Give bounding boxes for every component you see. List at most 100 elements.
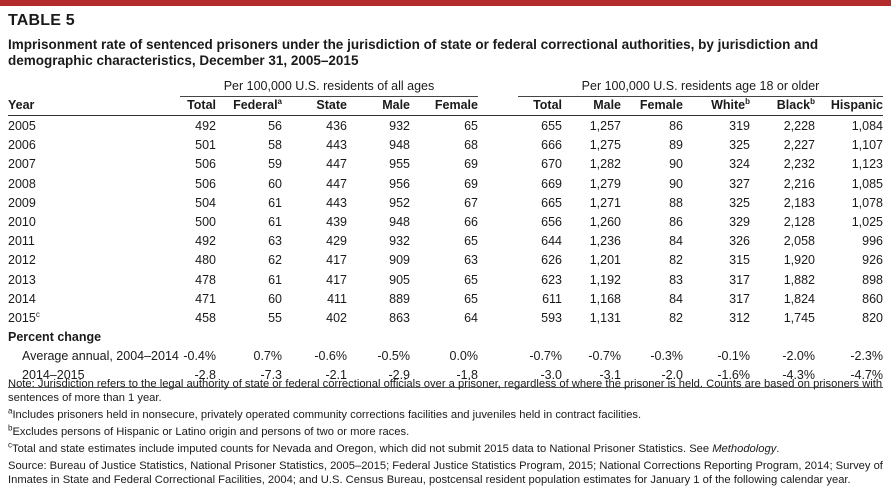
cell-hispanic: 1,025 bbox=[851, 214, 883, 229]
cell-adult-total: 670 bbox=[541, 157, 562, 172]
group-header-adult: Per 100,000 U.S. residents age 18 or old… bbox=[518, 78, 883, 97]
cell-adult-male: 1,257 bbox=[589, 119, 621, 133]
cell-state: -0.6% bbox=[314, 349, 347, 364]
cell-female: 65 bbox=[464, 234, 478, 249]
cell-black: -4.3% bbox=[782, 368, 815, 383]
cell-federal: 55 bbox=[268, 310, 282, 325]
cell-white: 324 bbox=[729, 157, 750, 172]
cell-federal: 60 bbox=[268, 176, 282, 191]
cell-female: 66 bbox=[464, 214, 478, 229]
cell-total: 471 bbox=[195, 291, 216, 306]
cell-state: 439 bbox=[326, 214, 347, 229]
col-adult-female: Female bbox=[639, 98, 683, 112]
cell-state: 417 bbox=[326, 253, 347, 268]
note-jurisdiction: Note: Jurisdiction refers to the legal a… bbox=[8, 378, 883, 404]
cell-federal: 60 bbox=[268, 291, 282, 306]
cell-male: 956 bbox=[389, 176, 410, 191]
cell-year: 2005 bbox=[8, 119, 36, 133]
col-year: Year bbox=[8, 98, 35, 112]
cell-state: 443 bbox=[326, 195, 347, 210]
cell-total: 506 bbox=[195, 176, 216, 191]
cell-state: 411 bbox=[327, 291, 347, 306]
cell-white: 325 bbox=[729, 195, 750, 210]
cell-black: 2,228 bbox=[783, 119, 815, 133]
cell-female: 64 bbox=[464, 310, 478, 325]
cell-year: 2014 bbox=[8, 291, 36, 306]
cell-total: -0.4% bbox=[183, 349, 216, 364]
cell-adult-female: 83 bbox=[669, 272, 683, 287]
cell-hispanic: 926 bbox=[862, 253, 883, 268]
cell-black: 2,183 bbox=[783, 195, 815, 210]
cell-white: 327 bbox=[729, 176, 750, 191]
cell-female: -1.8 bbox=[456, 368, 478, 383]
cell-white: 317 bbox=[729, 291, 750, 306]
cell-state: 447 bbox=[326, 176, 347, 191]
cell-adult-male: 1,192 bbox=[589, 272, 621, 287]
footnote-a: aIncludes prisoners held in nonsecure, p… bbox=[8, 406, 642, 421]
col-federal: Federala bbox=[233, 96, 282, 112]
cell-hispanic: -4.7% bbox=[850, 368, 883, 383]
cell-adult-female: 84 bbox=[669, 291, 683, 306]
cell-adult-female: -2.0 bbox=[661, 368, 683, 383]
cell-hispanic: 860 bbox=[862, 291, 883, 306]
cell-hispanic: 1,084 bbox=[851, 119, 883, 133]
col-state: State bbox=[316, 98, 347, 112]
cell-year: 2011 bbox=[8, 234, 35, 249]
cell-adult-female: -0.3% bbox=[650, 349, 683, 364]
cell-hispanic: 898 bbox=[862, 272, 883, 287]
cell-adult-female: 82 bbox=[669, 253, 683, 268]
cell-total: 506 bbox=[195, 157, 216, 172]
table-row: 2005 492 56 436 932 65 655 1,257 86 319 2,228 1,084 bbox=[8, 117, 883, 136]
cell-female: 68 bbox=[464, 138, 478, 153]
cell-black: 1,882 bbox=[783, 272, 815, 287]
cell-black: 2,232 bbox=[783, 157, 815, 172]
cell-total: 480 bbox=[195, 253, 216, 268]
cell-adult-female: 90 bbox=[669, 176, 683, 191]
column-header-row: Year Total Federala State Male Female To… bbox=[8, 96, 883, 116]
cell-male: 955 bbox=[389, 157, 410, 172]
cell-total: 492 bbox=[195, 119, 216, 133]
table-row: 2008 506 60 447 956 69 669 1,279 90 327 2,216 1,085 bbox=[8, 175, 883, 194]
cell-male: -2.9 bbox=[388, 368, 410, 383]
cell-hispanic: 1,123 bbox=[851, 157, 883, 172]
cell-federal: 0.7% bbox=[253, 349, 283, 364]
cell-hispanic: 820 bbox=[862, 310, 883, 325]
cell-black: 2,216 bbox=[783, 176, 815, 191]
cell-federal: 62 bbox=[268, 253, 282, 268]
col-total: Total bbox=[187, 98, 216, 112]
cell-total: -2.8 bbox=[194, 368, 216, 383]
percent-change-heading: Percent change bbox=[8, 330, 102, 345]
cell-male: 932 bbox=[389, 119, 410, 133]
cell-adult-male: -0.7% bbox=[588, 349, 621, 364]
cell-white: 312 bbox=[729, 310, 750, 325]
cell-male: -0.5% bbox=[377, 349, 410, 364]
cell-label: 2014–2015 bbox=[22, 368, 85, 383]
cell-state: 402 bbox=[326, 310, 347, 325]
cell-adult-male: 1,236 bbox=[589, 234, 621, 249]
cell-black: 1,824 bbox=[783, 291, 815, 306]
cell-total: 500 bbox=[195, 214, 216, 229]
cell-female: 0.0% bbox=[449, 349, 479, 364]
cell-white: 317 bbox=[729, 272, 750, 287]
table-row: 2009 504 61 443 952 67 665 1,271 88 325 2,183 1,078 bbox=[8, 194, 883, 213]
cell-state: 429 bbox=[326, 234, 347, 249]
cell-federal: 59 bbox=[268, 157, 282, 172]
cell-adult-male: 1,131 bbox=[589, 310, 621, 325]
cell-adult-female: 88 bbox=[669, 195, 683, 210]
cell-adult-male: 1,168 bbox=[589, 291, 621, 306]
cell-adult-male: 1,282 bbox=[589, 157, 621, 172]
table-row: 2006 501 58 443 948 68 666 1,275 89 325 2,227 1,107 bbox=[8, 136, 883, 155]
cell-white: 325 bbox=[729, 138, 750, 153]
percent-change-row: Average annual, 2004–2014 -0.4% 0.7% -0.6% -… bbox=[8, 347, 883, 366]
cell-white: 315 bbox=[729, 253, 750, 268]
cell-female: 65 bbox=[464, 291, 478, 306]
footnote-b: bExcludes persons of Hispanic or Latino … bbox=[8, 423, 410, 438]
cell-year: 2013 bbox=[8, 272, 36, 287]
table-bottom-rule bbox=[8, 386, 883, 388]
cell-female: 65 bbox=[464, 272, 478, 287]
cell-adult-male: 1,271 bbox=[589, 195, 621, 210]
table-notes: Note: Jurisdiction refers to the legal a… bbox=[8, 377, 883, 489]
cell-adult-total: 623 bbox=[541, 272, 562, 287]
col-black: Blackb bbox=[776, 96, 815, 112]
cell-adult-male: 1,279 bbox=[589, 176, 621, 191]
